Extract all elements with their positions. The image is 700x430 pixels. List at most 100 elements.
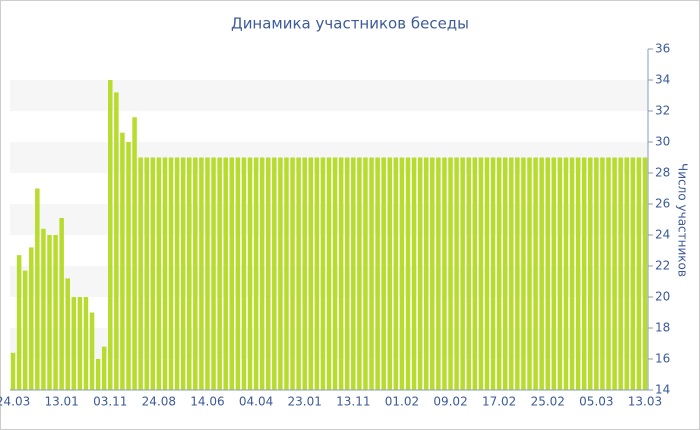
- x-tick-label: 04.04: [239, 395, 273, 409]
- bar: [636, 157, 642, 390]
- bar: [108, 80, 113, 390]
- bar: [229, 157, 235, 390]
- bar: [502, 157, 508, 390]
- bar: [241, 157, 247, 390]
- bar: [95, 359, 101, 390]
- x-tick-label: 09.02: [433, 395, 467, 409]
- bar: [120, 132, 125, 390]
- bar: [351, 157, 356, 390]
- bar: [126, 142, 131, 390]
- bar: [174, 157, 180, 390]
- bar: [363, 157, 368, 390]
- y-tick-label: 20: [655, 290, 670, 304]
- x-tick-label: 24.03: [0, 395, 30, 409]
- bar: [527, 157, 532, 390]
- bar: [205, 157, 210, 390]
- bar: [478, 157, 484, 390]
- bar: [235, 157, 241, 390]
- y-tick-label: 18: [655, 321, 670, 335]
- bar: [168, 157, 174, 390]
- bar: [405, 157, 411, 390]
- bar: [247, 157, 253, 390]
- y-tick-label: 26: [655, 197, 670, 211]
- bar: [600, 157, 605, 390]
- x-tick-label: 14.06: [190, 395, 224, 409]
- bar: [563, 157, 569, 390]
- y-tick-label: 34: [655, 73, 670, 87]
- bar: [575, 157, 581, 390]
- bar: [332, 157, 338, 390]
- bar: [35, 188, 40, 390]
- bar: [156, 157, 162, 390]
- bar: [338, 157, 344, 390]
- bar: [515, 157, 520, 390]
- bar: [393, 157, 399, 390]
- bar: [490, 157, 496, 390]
- bar: [606, 157, 611, 390]
- bar: [217, 157, 222, 390]
- bar: [296, 157, 301, 390]
- grid-band: [10, 80, 648, 111]
- bar: [484, 157, 490, 390]
- bar: [594, 157, 599, 390]
- x-tick-label: 24.08: [142, 395, 176, 409]
- x-tick-label: 03.11: [93, 395, 127, 409]
- bar: [272, 157, 277, 390]
- x-tick-label: 13.11: [336, 395, 370, 409]
- bar: [557, 157, 563, 390]
- bar: [454, 157, 459, 390]
- bar: [29, 247, 34, 390]
- bar: [642, 157, 648, 390]
- bar: [630, 157, 636, 390]
- bar: [162, 157, 168, 390]
- bar: [539, 157, 544, 390]
- bar: [71, 297, 77, 390]
- x-tick-label: 05.03: [579, 395, 613, 409]
- bar: [144, 157, 149, 390]
- bar: [344, 157, 350, 390]
- x-tick-label: 17.02: [482, 395, 516, 409]
- bar: [199, 157, 204, 390]
- bar: [357, 157, 362, 390]
- bar: [521, 157, 526, 390]
- bar: [369, 157, 374, 390]
- bar: [320, 157, 326, 390]
- bar: [436, 157, 441, 390]
- bar: [114, 92, 119, 391]
- bar: [186, 157, 192, 390]
- bar: [314, 157, 320, 390]
- bar: [259, 157, 265, 390]
- bar: [284, 157, 289, 390]
- bar: [265, 157, 271, 390]
- bar: [16, 255, 22, 390]
- x-tick-label: 01.02: [385, 395, 419, 409]
- bar: [83, 297, 89, 390]
- bar: [150, 157, 156, 390]
- bar: [308, 157, 314, 390]
- bar: [624, 157, 629, 390]
- bar: [460, 157, 465, 390]
- x-tick-label: 23.01: [288, 395, 322, 409]
- bar: [618, 157, 623, 390]
- bar: [77, 297, 83, 390]
- bar: [387, 157, 393, 390]
- bar: [59, 217, 64, 390]
- y-tick-label: 22: [655, 259, 670, 273]
- bar: [138, 157, 143, 390]
- chart-title: Динамика участников беседы: [231, 15, 469, 33]
- bar: [430, 157, 435, 390]
- bar: [302, 157, 307, 390]
- bar: [326, 157, 332, 390]
- bar: [89, 312, 95, 390]
- bar: [22, 270, 28, 390]
- y-tick-label: 14: [655, 383, 670, 397]
- bar: [581, 157, 587, 390]
- bar: [53, 235, 58, 390]
- bar: [180, 157, 186, 390]
- y-tick-label: 36: [655, 42, 670, 56]
- y-tick-label: 30: [655, 135, 670, 149]
- bar: [417, 157, 423, 390]
- y-tick-label: 24: [655, 228, 670, 242]
- bar: [423, 157, 429, 390]
